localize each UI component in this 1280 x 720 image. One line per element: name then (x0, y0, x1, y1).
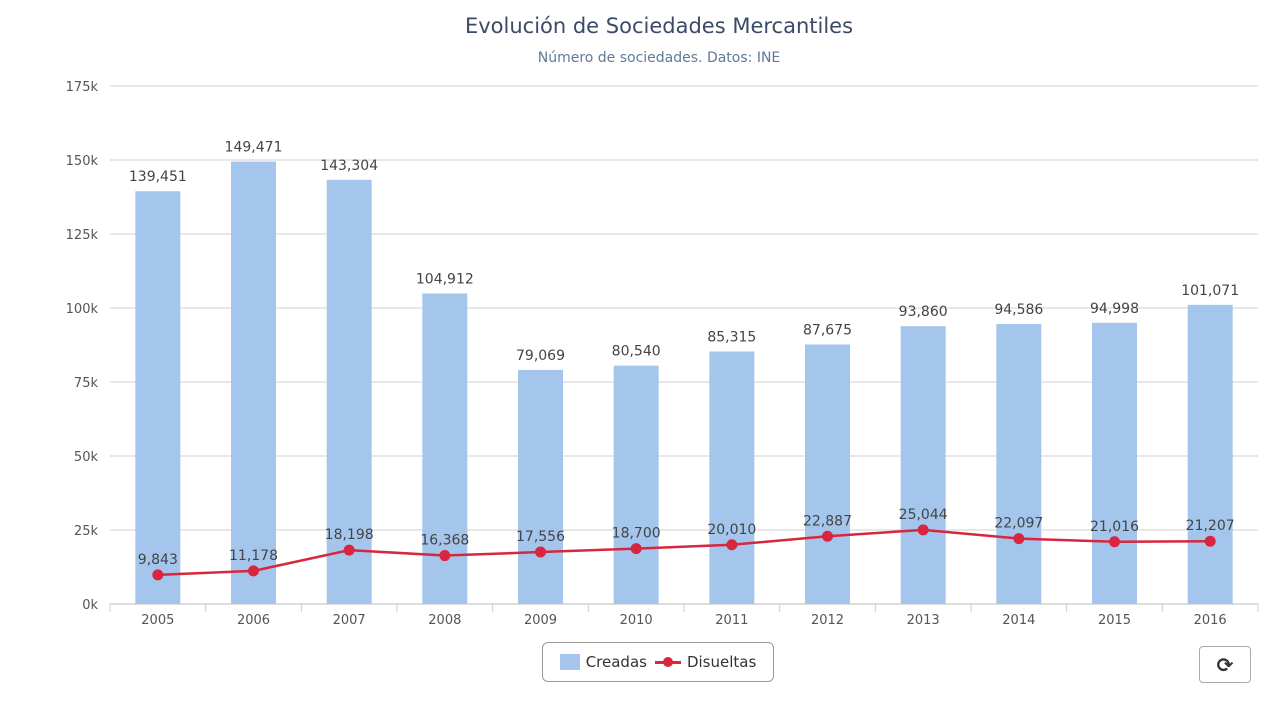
line-data-label: 22,097 (994, 516, 1043, 532)
bar-2016 (1187, 304, 1233, 604)
bar-data-label: 94,586 (994, 302, 1043, 318)
line-point-2016 (1204, 535, 1216, 547)
line-data-label: 25,044 (899, 507, 948, 523)
y-tick-label: 125k (66, 228, 99, 243)
line-point-2013 (917, 524, 929, 536)
y-tick-label: 100k (66, 302, 99, 317)
line-data-label: 18,198 (325, 527, 374, 543)
legend-label: Creadas (585, 653, 647, 671)
y-tick-label: 150k (66, 154, 99, 169)
refresh-button[interactable]: ⟳ (1199, 646, 1251, 683)
bar-data-label: 85,315 (707, 329, 756, 345)
bar-data-label: 79,069 (516, 348, 565, 364)
line-point-2010 (630, 543, 642, 555)
chart-title: Evolución de Sociedades Mercantiles (464, 14, 854, 38)
y-tick-label: 50k (74, 450, 99, 465)
line-point-2015 (1109, 536, 1120, 548)
line-point-2014 (1013, 533, 1025, 545)
x-tick-label: 2010 (620, 613, 653, 628)
x-tick-label: 2015 (1098, 613, 1131, 628)
line-disueltas (157, 528, 1211, 577)
line-point-2008 (439, 550, 451, 562)
bar-2010 (613, 365, 659, 604)
line-data-label: 22,887 (803, 513, 852, 529)
x-tick-label: 2014 (1002, 613, 1035, 628)
bar-2012 (805, 344, 850, 604)
x-tick-label: 2009 (524, 613, 557, 628)
x-tick-label: 2005 (141, 613, 174, 628)
bar-2013 (900, 326, 946, 604)
x-tick-label: 2016 (1194, 613, 1227, 628)
bar-2014 (996, 324, 1042, 604)
bar-data-label: 80,540 (612, 344, 661, 360)
y-tick-label: 0k (82, 598, 98, 613)
line-data-label: 9,843 (138, 552, 178, 568)
line-point-2009 (535, 546, 546, 558)
bar-2006 (231, 161, 276, 604)
bar-2007 (326, 179, 372, 604)
y-tick-label: 175k (66, 80, 99, 95)
refresh-icon: ⟳ (1216, 652, 1234, 677)
bar-swatch-icon (559, 654, 580, 670)
line-data-label: 21,207 (1186, 518, 1235, 534)
line-data-label: 18,700 (612, 526, 661, 542)
line-point-2012 (822, 530, 833, 542)
bar-data-label: 93,860 (899, 304, 948, 320)
line-point-2011 (726, 539, 738, 551)
line-data-label: 21,016 (1090, 519, 1139, 535)
bar-data-label: 94,998 (1090, 301, 1139, 317)
y-tick-label: 25k (74, 524, 99, 539)
line-point-2005 (152, 569, 164, 581)
line-point-2007 (343, 544, 355, 556)
line-data-label: 11,178 (229, 548, 278, 564)
bar-2011 (709, 351, 755, 604)
bar-data-label: 87,675 (803, 322, 852, 338)
x-tick-label: 2013 (907, 613, 940, 628)
line-data-label: 20,010 (707, 522, 756, 538)
bar-data-label: 101,071 (1181, 283, 1239, 299)
x-tick-label: 2006 (237, 613, 270, 628)
x-tick-label: 2011 (715, 613, 748, 628)
y-tick-label: 75k (74, 376, 99, 391)
line-data-label: 16,368 (420, 533, 469, 549)
legend-label: Disueltas (686, 653, 757, 671)
line-point-2006 (248, 565, 259, 577)
line-marker-icon (654, 656, 681, 668)
bar-2009 (518, 369, 563, 604)
x-tick-label: 2008 (428, 613, 461, 628)
x-tick-label: 2007 (333, 613, 366, 628)
legend: Creadas Disueltas (542, 642, 774, 682)
bar-data-label: 149,471 (225, 140, 283, 156)
chart-subtitle: Número de sociedades. Datos: INE (537, 50, 781, 66)
bar-2005 (135, 191, 181, 604)
bar-2015 (1092, 322, 1137, 604)
x-tick-label: 2012 (811, 613, 844, 628)
legend-item-disueltas[interactable]: Disueltas (654, 653, 757, 671)
bar-data-label: 143,304 (320, 158, 378, 174)
line-data-label: 17,556 (516, 529, 565, 545)
bar-data-label: 104,912 (416, 271, 474, 287)
bar-data-label: 139,451 (129, 169, 187, 185)
legend-item-creadas[interactable]: Creadas (559, 653, 647, 671)
